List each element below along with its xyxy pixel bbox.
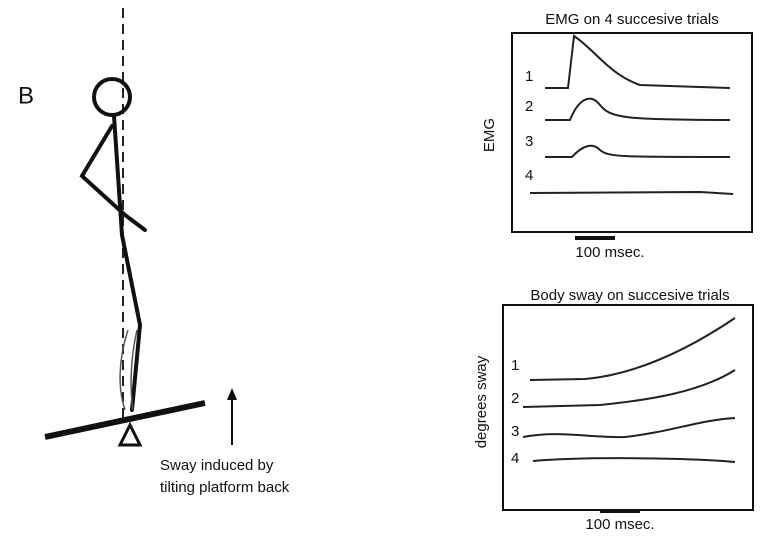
arrow-head — [227, 388, 237, 400]
trace-label: 1 — [525, 68, 533, 85]
trace — [545, 36, 730, 88]
stick-figure — [45, 116, 237, 445]
scale-label: 100 msec. — [585, 516, 654, 533]
trace — [530, 318, 735, 380]
trace — [523, 418, 735, 437]
caption-line: tilting platform back — [160, 479, 290, 496]
plot-title: Body sway on succesive trials — [530, 287, 729, 304]
trace-label: 2 — [511, 390, 519, 407]
trace-label: 4 — [525, 167, 533, 184]
trace-label: 2 — [525, 98, 533, 115]
trace — [533, 458, 735, 462]
trace — [530, 192, 733, 194]
y-axis-label: degrees sway — [473, 355, 490, 448]
trace-label: 3 — [511, 423, 519, 440]
pivot — [120, 425, 140, 445]
panel-label: B — [18, 82, 34, 109]
scale-label: 100 msec. — [575, 244, 644, 261]
trace — [545, 146, 730, 157]
trace-label: 4 — [511, 450, 519, 467]
caption-line: Sway induced by — [160, 457, 274, 474]
plot-title: EMG on 4 succesive trials — [545, 11, 718, 28]
figure: B Sway induced by tilting platform back … — [0, 0, 774, 536]
trace-label: 3 — [525, 133, 533, 150]
trace — [545, 99, 730, 120]
trace-label: 1 — [511, 357, 519, 374]
plot-frame — [512, 33, 752, 232]
head — [94, 79, 130, 115]
trace — [523, 370, 735, 407]
y-axis-label: EMG — [481, 118, 498, 152]
